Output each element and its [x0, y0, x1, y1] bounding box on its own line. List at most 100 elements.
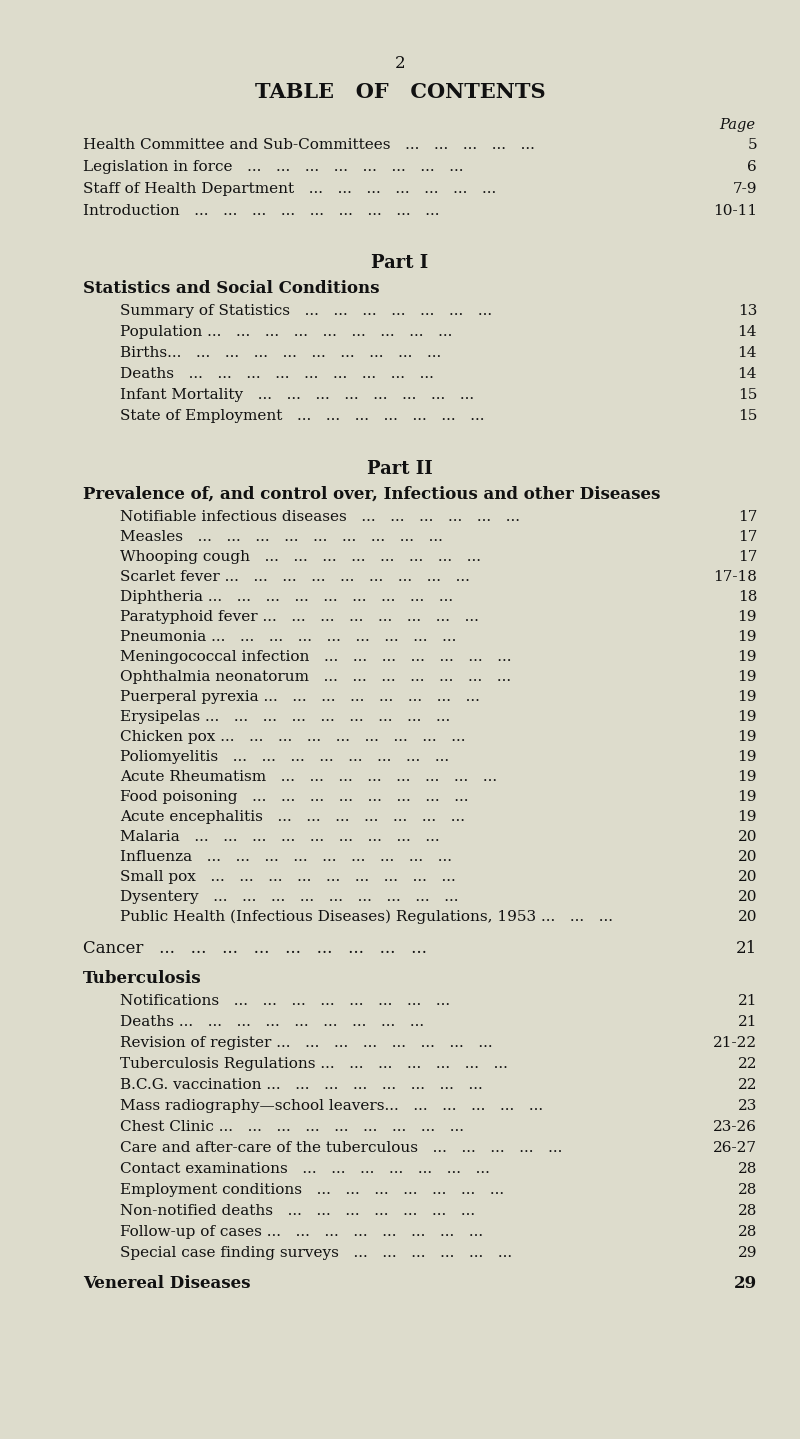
Text: 29: 29 — [734, 1275, 757, 1292]
Text: 20: 20 — [738, 871, 757, 884]
Text: Summary of Statistics   ...   ...   ...   ...   ...   ...   ...: Summary of Statistics ... ... ... ... ..… — [120, 304, 492, 318]
Text: Prevalence of, and control over, Infectious and other Diseases: Prevalence of, and control over, Infecti… — [83, 486, 660, 504]
Text: 21-22: 21-22 — [713, 1036, 757, 1050]
Text: 14: 14 — [738, 367, 757, 381]
Text: 23: 23 — [738, 1099, 757, 1112]
Text: 28: 28 — [738, 1225, 757, 1239]
Text: Care and after-care of the tuberculous   ...   ...   ...   ...   ...: Care and after-care of the tuberculous .… — [120, 1141, 562, 1156]
Text: 21: 21 — [736, 940, 757, 957]
Text: 18: 18 — [738, 590, 757, 604]
Text: 19: 19 — [738, 709, 757, 724]
Text: Notifiable infectious diseases   ...   ...   ...   ...   ...   ...: Notifiable infectious diseases ... ... .… — [120, 509, 520, 524]
Text: Ophthalmia neonatorum   ...   ...   ...   ...   ...   ...   ...: Ophthalmia neonatorum ... ... ... ... ..… — [120, 671, 511, 684]
Text: 19: 19 — [738, 689, 757, 704]
Text: Paratyphoid fever ...   ...   ...   ...   ...   ...   ...   ...: Paratyphoid fever ... ... ... ... ... ..… — [120, 610, 479, 625]
Text: B.C.G. vaccination ...   ...   ...   ...   ...   ...   ...   ...: B.C.G. vaccination ... ... ... ... ... .… — [120, 1078, 482, 1092]
Text: 28: 28 — [738, 1163, 757, 1176]
Text: Page: Page — [719, 118, 755, 132]
Text: Chicken pox ...   ...   ...   ...   ...   ...   ...   ...   ...: Chicken pox ... ... ... ... ... ... ... … — [120, 730, 466, 744]
Text: TABLE   OF   CONTENTS: TABLE OF CONTENTS — [254, 82, 546, 102]
Text: Poliomyelitis   ...   ...   ...   ...   ...   ...   ...   ...: Poliomyelitis ... ... ... ... ... ... ..… — [120, 750, 449, 764]
Text: 19: 19 — [738, 750, 757, 764]
Text: Births...   ...   ...   ...   ...   ...   ...   ...   ...   ...: Births... ... ... ... ... ... ... ... ..… — [120, 345, 442, 360]
Text: 28: 28 — [738, 1204, 757, 1217]
Text: 15: 15 — [738, 409, 757, 423]
Text: 19: 19 — [738, 671, 757, 684]
Text: 22: 22 — [738, 1058, 757, 1071]
Text: Notifications   ...   ...   ...   ...   ...   ...   ...   ...: Notifications ... ... ... ... ... ... ..… — [120, 994, 450, 1007]
Text: Acute encephalitis   ...   ...   ...   ...   ...   ...   ...: Acute encephalitis ... ... ... ... ... .… — [120, 810, 465, 825]
Text: 19: 19 — [738, 650, 757, 663]
Text: Chest Clinic ...   ...   ...   ...   ...   ...   ...   ...   ...: Chest Clinic ... ... ... ... ... ... ...… — [120, 1120, 464, 1134]
Text: Health Committee and Sub-Committees   ...   ...   ...   ...   ...: Health Committee and Sub-Committees ... … — [83, 138, 535, 153]
Text: 13: 13 — [738, 304, 757, 318]
Text: 14: 14 — [738, 345, 757, 360]
Text: Contact examinations   ...   ...   ...   ...   ...   ...   ...: Contact examinations ... ... ... ... ...… — [120, 1163, 490, 1176]
Text: 7-9: 7-9 — [733, 181, 757, 196]
Text: 6: 6 — [747, 160, 757, 174]
Text: Whooping cough   ...   ...   ...   ...   ...   ...   ...   ...: Whooping cough ... ... ... ... ... ... .… — [120, 550, 481, 564]
Text: 5: 5 — [747, 138, 757, 153]
Text: Diphtheria ...   ...   ...   ...   ...   ...   ...   ...   ...: Diphtheria ... ... ... ... ... ... ... .… — [120, 590, 453, 604]
Text: Venereal Diseases: Venereal Diseases — [83, 1275, 250, 1292]
Text: Employment conditions   ...   ...   ...   ...   ...   ...   ...: Employment conditions ... ... ... ... ..… — [120, 1183, 504, 1197]
Text: 10-11: 10-11 — [713, 204, 757, 217]
Text: 19: 19 — [738, 630, 757, 645]
Text: 22: 22 — [738, 1078, 757, 1092]
Text: Small pox   ...   ...   ...   ...   ...   ...   ...   ...   ...: Small pox ... ... ... ... ... ... ... ..… — [120, 871, 456, 884]
Text: Introduction   ...   ...   ...   ...   ...   ...   ...   ...   ...: Introduction ... ... ... ... ... ... ...… — [83, 204, 439, 217]
Text: Population ...   ...   ...   ...   ...   ...   ...   ...   ...: Population ... ... ... ... ... ... ... .… — [120, 325, 452, 340]
Text: 19: 19 — [738, 810, 757, 825]
Text: 20: 20 — [738, 889, 757, 904]
Text: 28: 28 — [738, 1183, 757, 1197]
Text: 14: 14 — [738, 325, 757, 340]
Text: 29: 29 — [738, 1246, 757, 1261]
Text: 2: 2 — [394, 55, 406, 72]
Text: 17: 17 — [738, 550, 757, 564]
Text: Revision of register ...   ...   ...   ...   ...   ...   ...   ...: Revision of register ... ... ... ... ...… — [120, 1036, 493, 1050]
Text: 17-18: 17-18 — [713, 570, 757, 584]
Text: Deaths ...   ...   ...   ...   ...   ...   ...   ...   ...: Deaths ... ... ... ... ... ... ... ... .… — [120, 1014, 424, 1029]
Text: 19: 19 — [738, 730, 757, 744]
Text: Follow-up of cases ...   ...   ...   ...   ...   ...   ...   ...: Follow-up of cases ... ... ... ... ... .… — [120, 1225, 483, 1239]
Text: Staff of Health Department   ...   ...   ...   ...   ...   ...   ...: Staff of Health Department ... ... ... .… — [83, 181, 496, 196]
Text: Dysentery   ...   ...   ...   ...   ...   ...   ...   ...   ...: Dysentery ... ... ... ... ... ... ... ..… — [120, 889, 458, 904]
Text: Meningococcal infection   ...   ...   ...   ...   ...   ...   ...: Meningococcal infection ... ... ... ... … — [120, 650, 511, 663]
Text: Food poisoning   ...   ...   ...   ...   ...   ...   ...   ...: Food poisoning ... ... ... ... ... ... .… — [120, 790, 469, 804]
Text: Mass radiography—school leavers...   ...   ...   ...   ...   ...: Mass radiography—school leavers... ... .… — [120, 1099, 543, 1112]
Text: 19: 19 — [738, 770, 757, 784]
Text: 19: 19 — [738, 790, 757, 804]
Text: Acute Rheumatism   ...   ...   ...   ...   ...   ...   ...   ...: Acute Rheumatism ... ... ... ... ... ...… — [120, 770, 497, 784]
Text: 21: 21 — [738, 1014, 757, 1029]
Text: Legislation in force   ...   ...   ...   ...   ...   ...   ...   ...: Legislation in force ... ... ... ... ...… — [83, 160, 463, 174]
Text: 15: 15 — [738, 389, 757, 401]
Text: 17: 17 — [738, 530, 757, 544]
Text: Scarlet fever ...   ...   ...   ...   ...   ...   ...   ...   ...: Scarlet fever ... ... ... ... ... ... ..… — [120, 570, 470, 584]
Text: Cancer   ...   ...   ...   ...   ...   ...   ...   ...   ...: Cancer ... ... ... ... ... ... ... ... .… — [83, 940, 427, 957]
Text: Erysipelas ...   ...   ...   ...   ...   ...   ...   ...   ...: Erysipelas ... ... ... ... ... ... ... .… — [120, 709, 450, 724]
Text: Puerperal pyrexia ...   ...   ...   ...   ...   ...   ...   ...: Puerperal pyrexia ... ... ... ... ... ..… — [120, 689, 480, 704]
Text: Part I: Part I — [371, 255, 429, 272]
Text: Infant Mortality   ...   ...   ...   ...   ...   ...   ...   ...: Infant Mortality ... ... ... ... ... ...… — [120, 389, 474, 401]
Text: Tuberculosis: Tuberculosis — [83, 970, 202, 987]
Text: 20: 20 — [738, 909, 757, 924]
Text: Non-notified deaths   ...   ...   ...   ...   ...   ...   ...: Non-notified deaths ... ... ... ... ... … — [120, 1204, 475, 1217]
Text: Deaths   ...   ...   ...   ...   ...   ...   ...   ...   ...: Deaths ... ... ... ... ... ... ... ... .… — [120, 367, 434, 381]
Text: Statistics and Social Conditions: Statistics and Social Conditions — [83, 281, 379, 296]
Text: Influenza   ...   ...   ...   ...   ...   ...   ...   ...   ...: Influenza ... ... ... ... ... ... ... ..… — [120, 850, 452, 863]
Text: 21: 21 — [738, 994, 757, 1007]
Text: 23-26: 23-26 — [713, 1120, 757, 1134]
Text: 17: 17 — [738, 509, 757, 524]
Text: Special case finding surveys   ...   ...   ...   ...   ...   ...: Special case finding surveys ... ... ...… — [120, 1246, 512, 1261]
Text: Public Health (Infectious Diseases) Regulations, 1953 ...   ...   ...: Public Health (Infectious Diseases) Regu… — [120, 909, 613, 924]
Text: 20: 20 — [738, 830, 757, 845]
Text: Measles   ...   ...   ...   ...   ...   ...   ...   ...   ...: Measles ... ... ... ... ... ... ... ... … — [120, 530, 443, 544]
Text: State of Employment   ...   ...   ...   ...   ...   ...   ...: State of Employment ... ... ... ... ... … — [120, 409, 485, 423]
Text: Tuberculosis Regulations ...   ...   ...   ...   ...   ...   ...: Tuberculosis Regulations ... ... ... ...… — [120, 1058, 508, 1071]
Text: Pneumonia ...   ...   ...   ...   ...   ...   ...   ...   ...: Pneumonia ... ... ... ... ... ... ... ..… — [120, 630, 456, 645]
Text: 20: 20 — [738, 850, 757, 863]
Text: 26-27: 26-27 — [713, 1141, 757, 1156]
Text: 19: 19 — [738, 610, 757, 625]
Text: Part II: Part II — [367, 460, 433, 478]
Text: Malaria   ...   ...   ...   ...   ...   ...   ...   ...   ...: Malaria ... ... ... ... ... ... ... ... … — [120, 830, 440, 845]
